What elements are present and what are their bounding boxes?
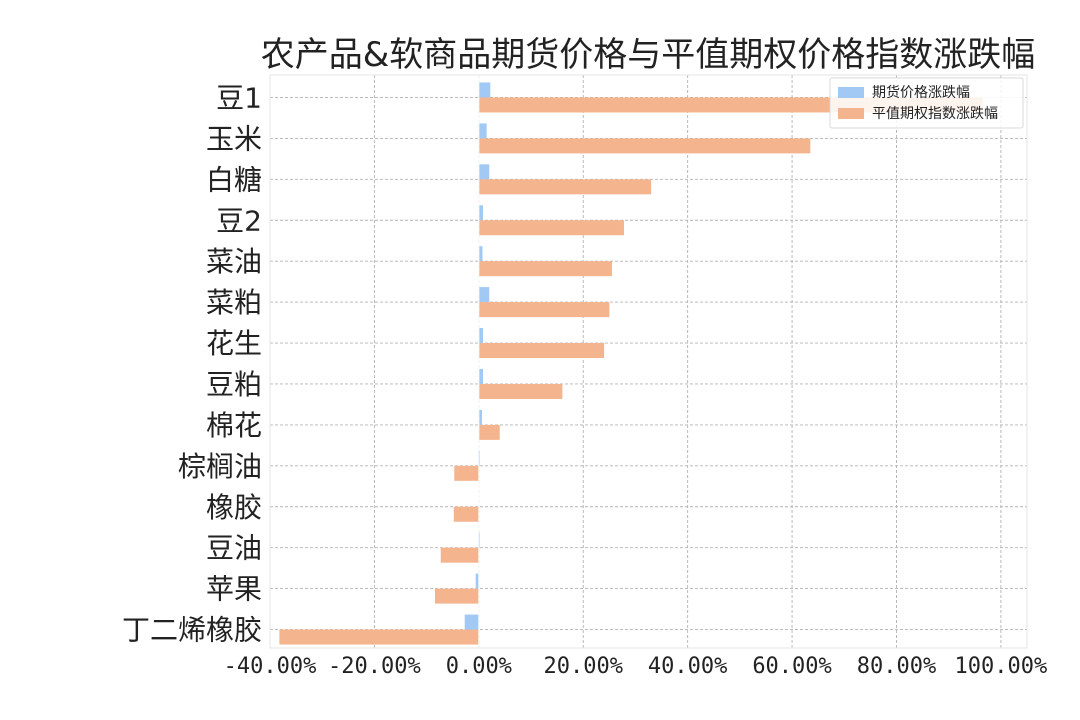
value-axis: -40.00% -20.00% 0.00% 20.00% 40.00% 60.00% 80.… [224,654,1048,679]
category-label: 棕榈油 [178,450,262,483]
category-label: 菜粕 [206,286,262,319]
x-tick-label: 60.00% [752,654,831,679]
option-index-bar [478,179,652,195]
legend-label: 平值期权指数涨跌幅 [872,106,998,122]
x-tick-label: -20.00% [328,654,421,679]
legend-box [829,77,1024,129]
category-label: 豆油 [206,532,262,565]
option-index-bar [478,220,624,236]
option-index-bar [478,302,610,318]
legend-swatch [838,108,864,119]
x-tick-label: 0.00% [446,654,512,679]
category-label: 苹果 [206,573,262,606]
futures-bar [478,368,484,384]
legend-label: 期货价格涨跌幅 [872,84,970,101]
x-tick-label: 80.00% [857,654,936,679]
option-index-bar [279,629,479,645]
x-tick-label: 20.00% [543,654,622,679]
legend-swatch [838,87,864,98]
futures-bar [475,573,479,589]
futures-bar [478,409,482,425]
category-label: 棉花 [206,409,262,442]
plot-frame [269,74,1028,649]
futures-bar [478,123,487,139]
futures-bar [478,82,491,98]
futures-bar [478,246,483,262]
option-index-bar [478,261,612,277]
x-tick-label: 40.00% [648,654,727,679]
category-label: 豆2 [216,204,262,237]
option-index-bar [478,424,500,440]
category-label: 丁二烯橡胶 [122,614,262,647]
option-index-bar [440,547,479,563]
option-index-bar [478,383,563,399]
futures-bar [478,164,490,180]
category-label: 白糖 [206,163,262,196]
futures-bar [464,614,479,630]
x-tick-label: -40.00% [224,654,317,679]
chart-title: 农产品&软商品期货价格与平值期权价格指数涨跌幅 [261,35,1036,75]
x-tick-label: 100.00% [955,654,1048,679]
category-label: 橡胶 [206,491,262,524]
option-index-bar [453,506,479,522]
category-label: 菜油 [206,245,262,278]
category-label: 花生 [206,327,262,360]
option-index-bar [434,588,479,604]
category-label: 玉米 [206,122,262,155]
futures-bar [478,287,490,303]
category-label: 豆1 [216,81,262,114]
futures-bar [478,205,484,221]
category-label: 豆粕 [206,368,262,401]
option-index-bar [478,343,605,359]
option-index-bar [478,138,811,154]
option-index-bar [454,465,479,481]
futures-bar [478,328,484,344]
